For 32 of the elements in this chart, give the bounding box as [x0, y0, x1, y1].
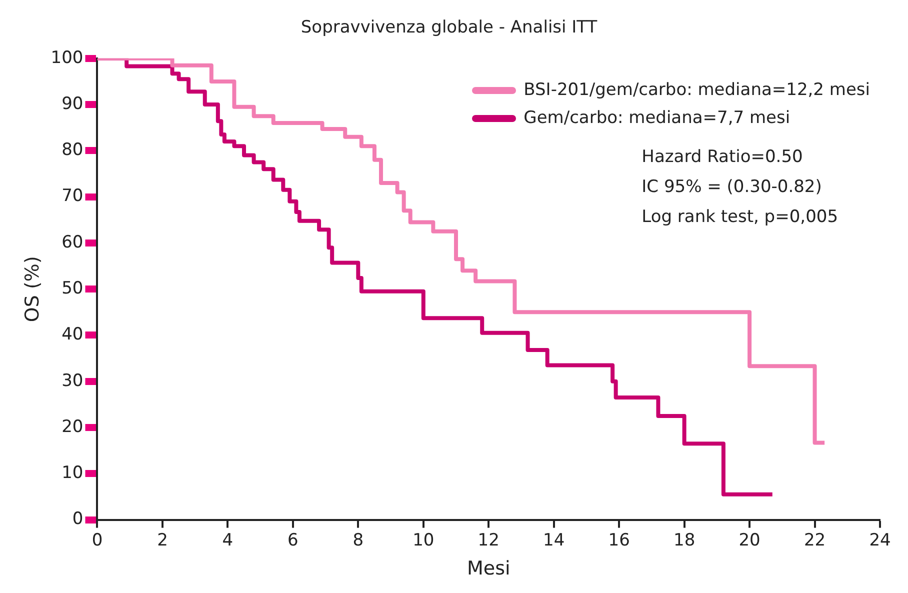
annotation: Log rank test, p=0,005	[642, 206, 840, 229]
y-tick-label: 0	[72, 509, 84, 530]
x-tick-label: 18	[673, 530, 696, 550]
x-tick-label: 4	[222, 530, 234, 550]
x-tick-label: 6	[288, 530, 298, 550]
x-tick-label: 20	[738, 530, 760, 550]
x-tick-label: 12	[478, 530, 500, 550]
chart-title: Sopravvivenza globale - Analisi ITT	[300, 18, 598, 38]
legend-label: Gem/carbo: mediana=7,7 mesi	[524, 108, 790, 128]
annotation: IC 95% = (0.30-0.82)	[642, 176, 823, 199]
x-tick-label: 22	[804, 530, 826, 550]
annotation: Hazard Ratio=0.50	[642, 146, 804, 169]
x-axis-title: Mesi	[466, 558, 510, 580]
y-tick-label: 30	[62, 370, 84, 391]
y-tick-label: 40	[62, 324, 84, 345]
x-tick-label: 8	[352, 530, 364, 550]
y-tick-label: 80	[62, 140, 84, 160]
x-tick-label: 2	[157, 530, 168, 550]
x-tick-label: 0	[92, 530, 103, 550]
x-tick-label: 24	[869, 530, 891, 550]
y-axis-title: OS (%)	[21, 256, 44, 322]
y-tick-label: 90	[62, 94, 84, 114]
x-tick-label: 14	[543, 530, 565, 550]
x-tick-label: 16	[608, 530, 630, 550]
y-tick-label: 20	[62, 416, 84, 437]
legend-label: BSI-201/gem/carbo: mediana=12,2 mesi	[524, 80, 870, 100]
y-tick-label: 60	[62, 232, 84, 252]
x-tick-label: 10	[412, 530, 434, 550]
y-tick-label: 10	[62, 463, 84, 484]
y-tick-label: 100	[50, 48, 84, 68]
y-tick-label: 50	[62, 278, 84, 299]
y-tick-label: 70	[62, 186, 84, 206]
